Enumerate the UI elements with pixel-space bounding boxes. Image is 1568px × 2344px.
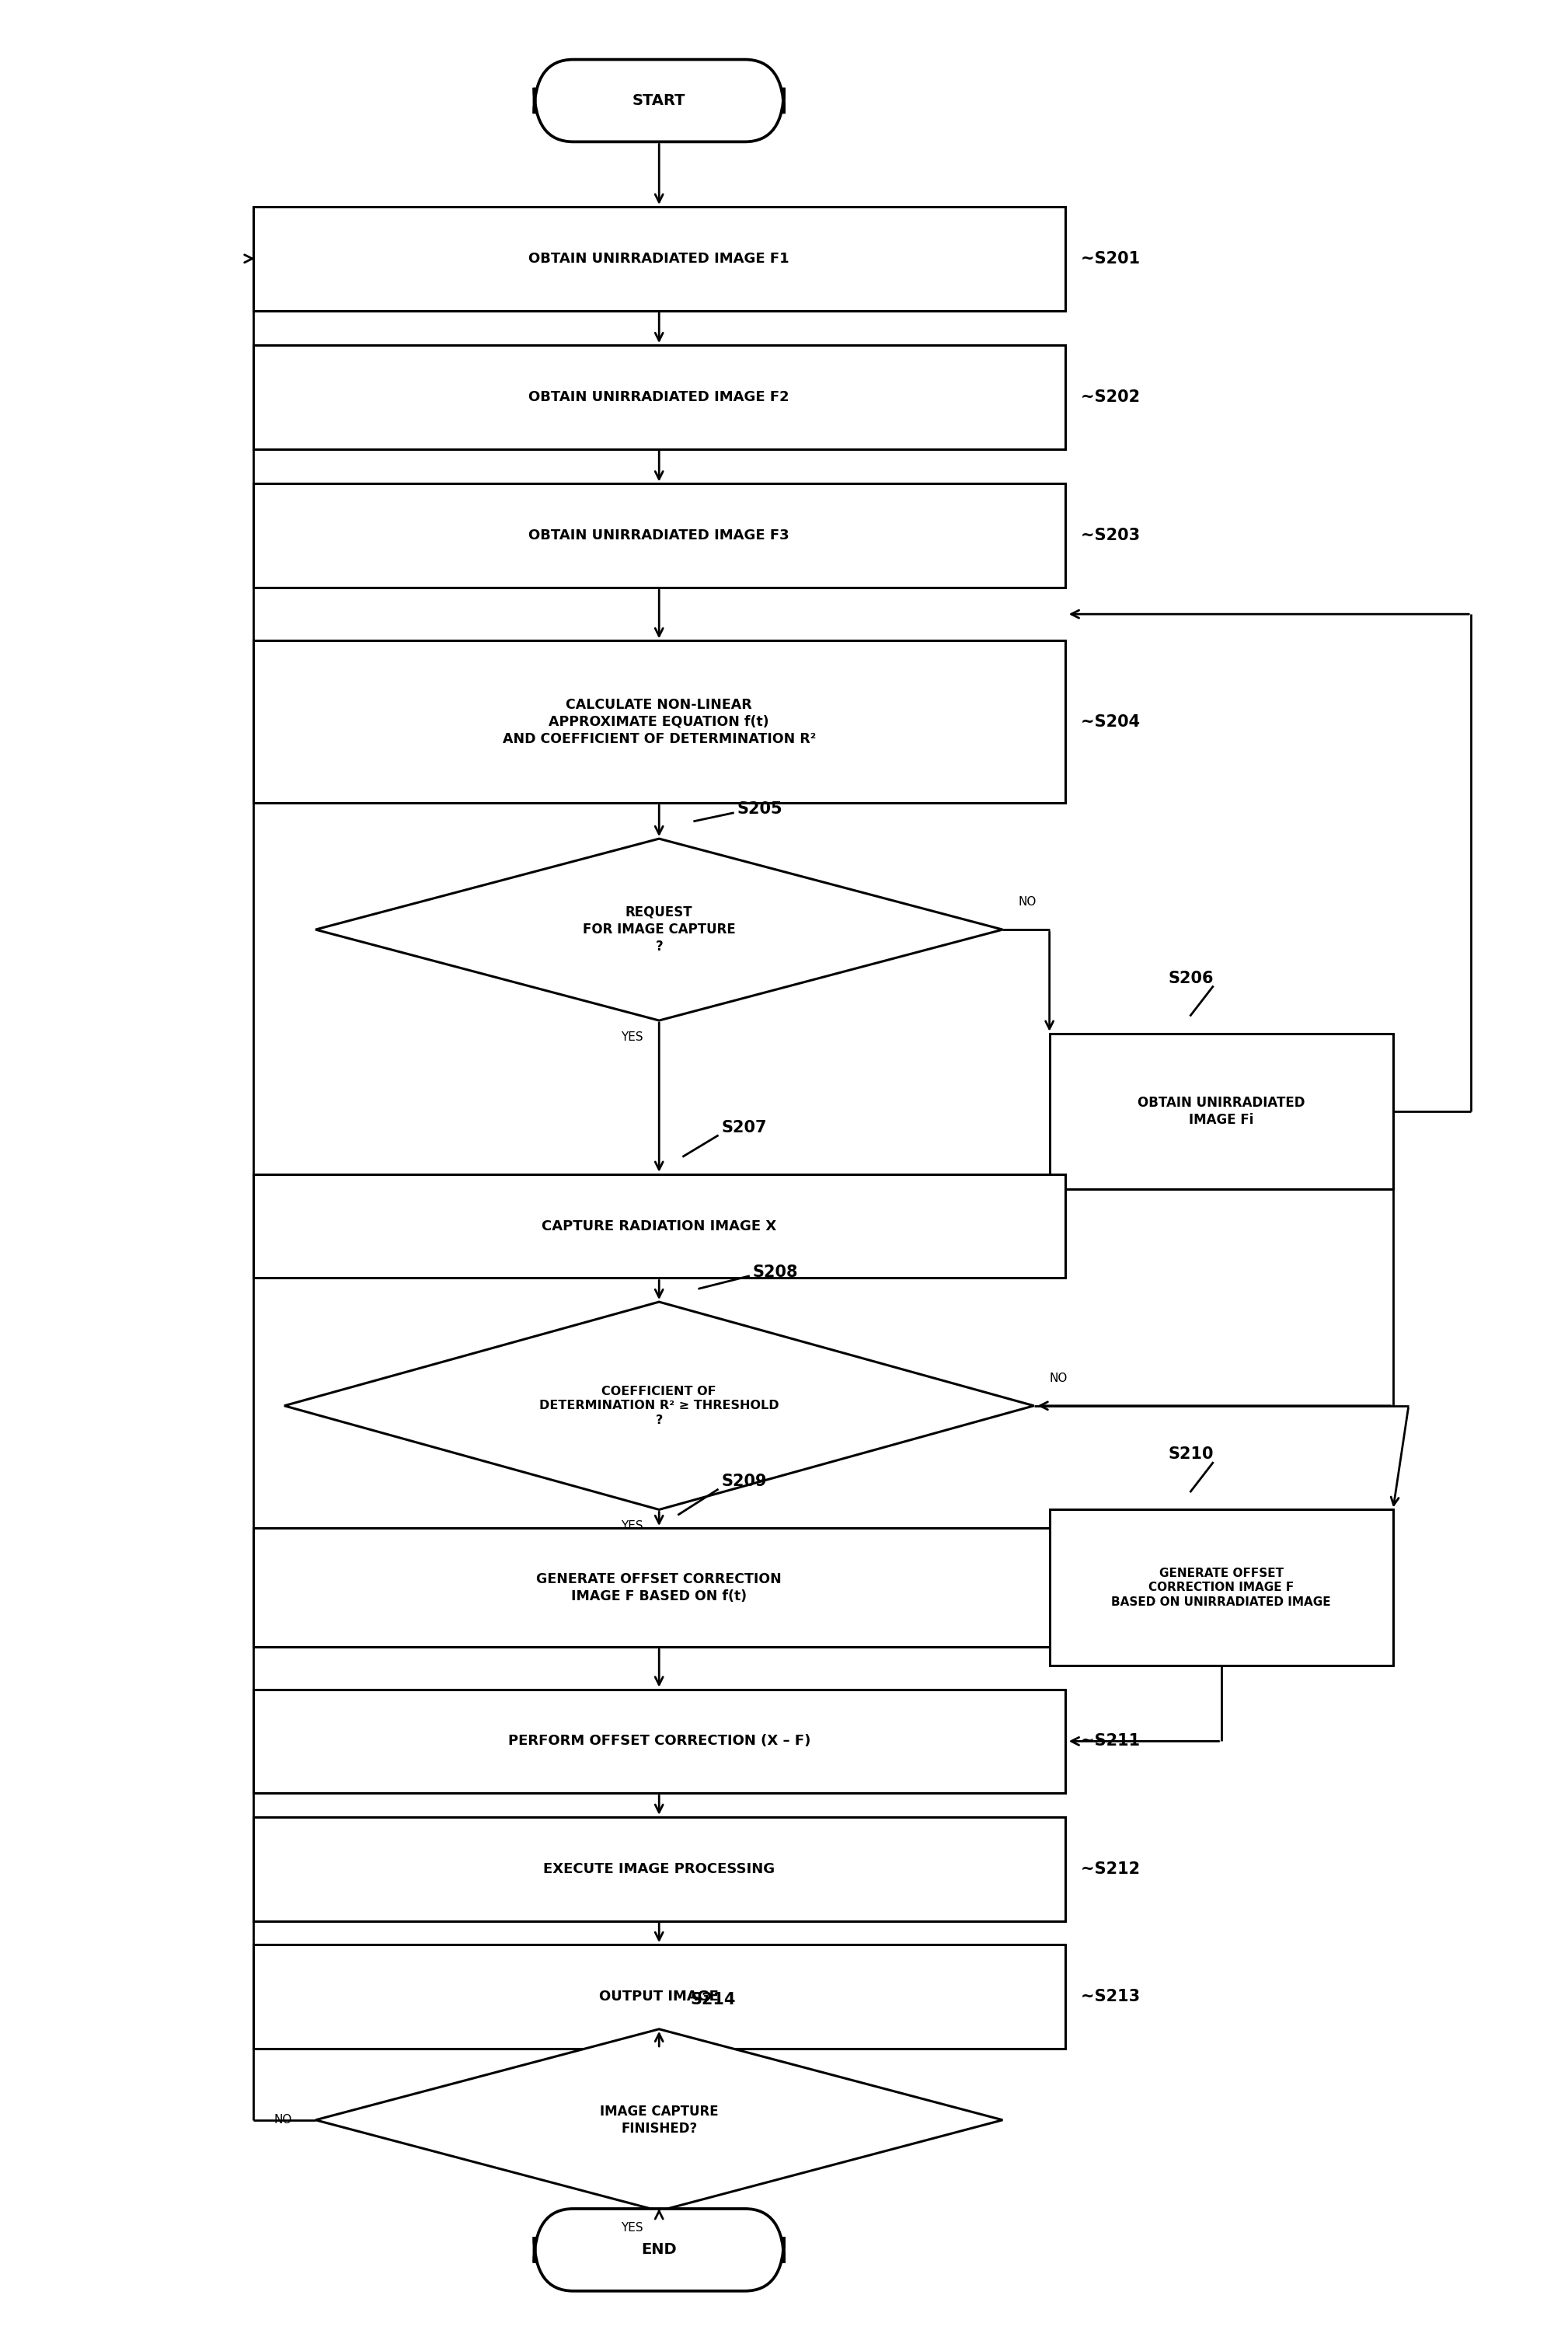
Text: ~⁠S204: ~⁠S204 [1080,715,1140,729]
FancyBboxPatch shape [252,1690,1065,1793]
Text: NO: NO [1018,895,1036,907]
Text: ~⁠S202: ~⁠S202 [1080,389,1140,406]
FancyBboxPatch shape [252,345,1065,450]
Text: S210: S210 [1168,1446,1214,1463]
FancyBboxPatch shape [535,59,784,141]
Text: ~⁠S211: ~⁠S211 [1080,1735,1140,1749]
Text: ~⁠S212: ~⁠S212 [1080,1861,1140,1878]
FancyBboxPatch shape [252,483,1065,588]
Text: S206: S206 [1168,970,1214,987]
Text: S205: S205 [737,802,782,818]
Polygon shape [315,2030,1002,2210]
Text: EXECUTE IMAGE PROCESSING: EXECUTE IMAGE PROCESSING [543,1861,775,1875]
Text: CAPTURE RADIATION IMAGE X: CAPTURE RADIATION IMAGE X [541,1219,776,1233]
FancyBboxPatch shape [252,1817,1065,1920]
Text: OBTAIN UNIRRADIATED IMAGE F1: OBTAIN UNIRRADIATED IMAGE F1 [528,251,789,265]
Text: S214: S214 [690,1992,735,2006]
Text: S208: S208 [753,1266,798,1280]
Text: GENERATE OFFSET
CORRECTION IMAGE F
BASED ON UNIRRADIATED IMAGE: GENERATE OFFSET CORRECTION IMAGE F BASED… [1112,1568,1331,1608]
Text: OUTPUT IMAGE: OUTPUT IMAGE [599,1990,718,2004]
FancyBboxPatch shape [252,1174,1065,1277]
FancyBboxPatch shape [1049,1510,1392,1667]
Text: OBTAIN UNIRRADIATED IMAGE F2: OBTAIN UNIRRADIATED IMAGE F2 [528,389,789,403]
Polygon shape [315,839,1002,1020]
Text: REQUEST
FOR IMAGE CAPTURE
?: REQUEST FOR IMAGE CAPTURE ? [583,905,735,954]
Text: ~⁠S203: ~⁠S203 [1080,527,1140,544]
Text: YES: YES [621,1521,643,1533]
Text: PERFORM OFFSET CORRECTION (X – F): PERFORM OFFSET CORRECTION (X – F) [508,1735,811,1749]
Text: S209: S209 [721,1474,767,1488]
FancyBboxPatch shape [252,1946,1065,2049]
Polygon shape [284,1301,1033,1510]
Text: END: END [641,2243,677,2257]
FancyBboxPatch shape [1049,1034,1392,1188]
Text: NO: NO [274,2114,292,2126]
Text: OBTAIN UNIRRADIATED IMAGE F3: OBTAIN UNIRRADIATED IMAGE F3 [528,530,789,544]
Text: CALCULATE NON-LINEAR
APPROXIMATE EQUATION f(t)
AND COEFFICIENT OF DETERMINATION : CALCULATE NON-LINEAR APPROXIMATE EQUATIO… [502,699,815,745]
Text: YES: YES [621,2222,643,2234]
Text: ~⁠S201: ~⁠S201 [1080,251,1140,267]
FancyBboxPatch shape [252,640,1065,804]
Text: COEFFICIENT OF
DETERMINATION R² ≥ THRESHOLD
?: COEFFICIENT OF DETERMINATION R² ≥ THRESH… [539,1385,779,1425]
Text: ~⁠S213: ~⁠S213 [1080,1988,1140,2004]
FancyBboxPatch shape [252,206,1065,309]
Text: OBTAIN UNIRRADIATED
IMAGE Fi: OBTAIN UNIRRADIATED IMAGE Fi [1137,1095,1305,1127]
Text: NO: NO [1049,1374,1068,1383]
Text: GENERATE OFFSET CORRECTION
IMAGE F BASED ON f(t): GENERATE OFFSET CORRECTION IMAGE F BASED… [536,1573,782,1603]
FancyBboxPatch shape [252,1528,1065,1648]
Text: YES: YES [621,1031,643,1043]
Text: S207: S207 [721,1120,767,1134]
Text: START: START [632,94,685,108]
Text: IMAGE CAPTURE
FINISHED?: IMAGE CAPTURE FINISHED? [601,2105,718,2135]
FancyBboxPatch shape [535,2208,784,2290]
